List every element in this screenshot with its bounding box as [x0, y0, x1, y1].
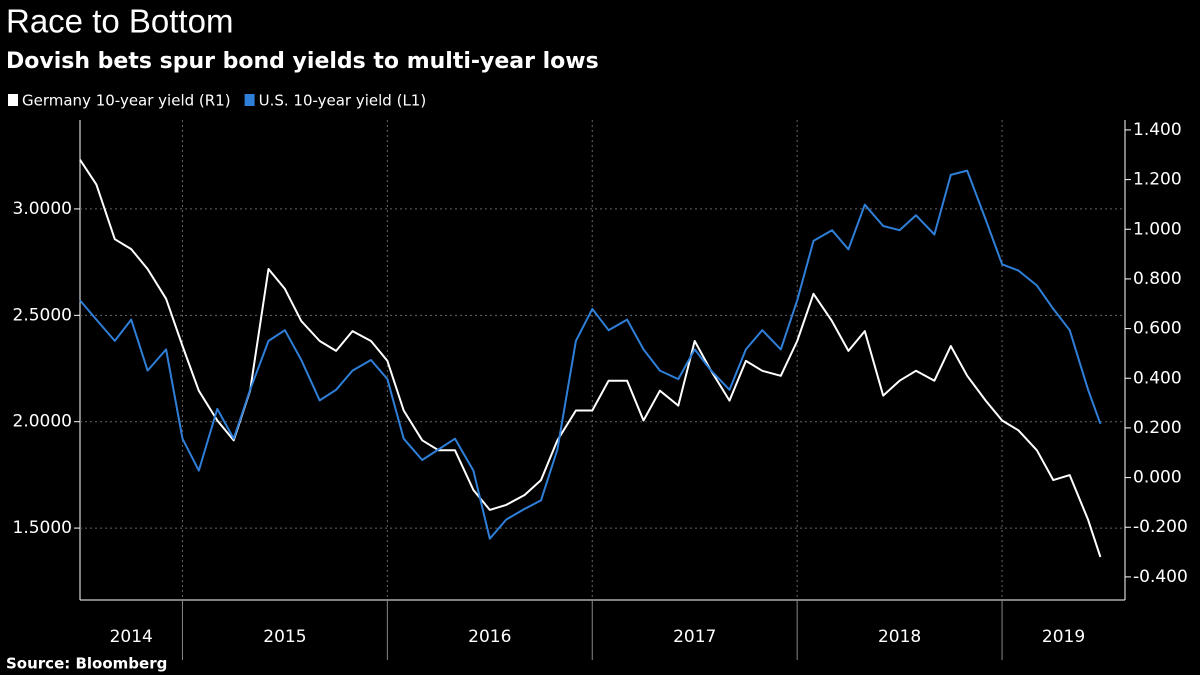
x-tick-label: 2016: [468, 627, 511, 647]
x-tick-label: 2019: [1042, 627, 1085, 647]
x-tick-label: 2014: [110, 627, 153, 647]
y2-tick-label: 1.200: [1133, 170, 1182, 190]
y2-tick-label: 1.400: [1133, 120, 1182, 140]
y-tick-label: 3.0000: [13, 199, 72, 219]
legend-label: U.S. 10-year yield (L1): [259, 92, 427, 110]
chart-subtitle: Dovish bets spur bond yields to multi-ye…: [6, 49, 599, 74]
legend-swatch: [8, 94, 18, 106]
x-tick-label: 2018: [878, 627, 921, 647]
y2-tick-label: 1.000: [1133, 219, 1182, 239]
y2-tick-label: 0.600: [1133, 319, 1182, 339]
y2-tick-label: 0.400: [1133, 368, 1182, 388]
legend-swatch: [244, 94, 255, 106]
y-tick-label: 1.5000: [13, 518, 72, 538]
y2-tick-label: -0.400: [1133, 567, 1188, 587]
x-tick-label: 2015: [263, 627, 306, 647]
chart-title: Race to Bottom: [6, 3, 233, 40]
y2-tick-label: 0.800: [1133, 269, 1182, 289]
y2-tick-label: 0.200: [1133, 418, 1182, 438]
legend-label: Germany 10-year yield (R1): [22, 92, 231, 110]
series-line: [79, 169, 1102, 540]
y2-tick-label: -0.200: [1133, 517, 1188, 537]
y-tick-label: 2.5000: [13, 305, 72, 325]
legend: Germany 10-year yield (R1) U.S. 10-year y…: [8, 92, 426, 110]
source: Source: Bloomberg: [6, 655, 167, 673]
y-tick-label: 2.0000: [13, 412, 72, 432]
y2-tick-label: 0.000: [1133, 468, 1182, 488]
x-tick-label: 2017: [673, 627, 716, 647]
